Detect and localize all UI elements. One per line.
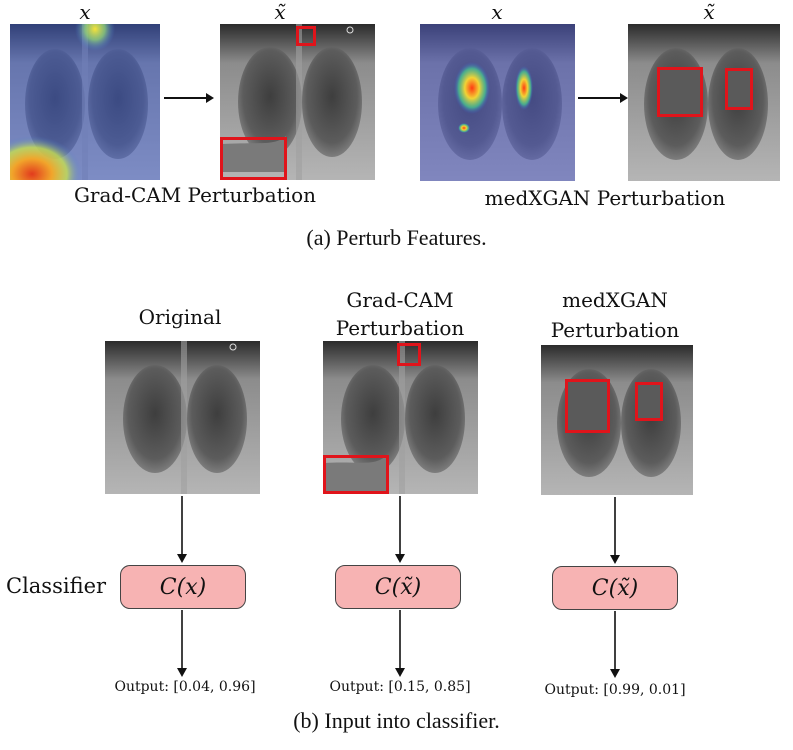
gradcam-perturb-arrow — [164, 93, 214, 103]
original-image — [105, 341, 260, 494]
panel-a-caption: (a) Perturb Features. — [306, 225, 487, 250]
gradcam-input-heatmap-image — [10, 24, 160, 180]
gradcam-perturbation-label: Grad-CAM Perturbation — [73, 183, 317, 207]
medxgan-perturb-arrow — [578, 93, 628, 103]
medxgan-highlight-box-left — [657, 67, 703, 117]
original-title: Original — [138, 305, 222, 329]
medxgan-input-saliency-image — [420, 24, 575, 181]
medxgan-output-text: Output: [0.99, 0.01] — [544, 682, 686, 698]
gradcam-output-arrow — [395, 610, 405, 677]
medxgan-column-box-left — [565, 379, 610, 433]
gradcam-column-box-bottom — [323, 455, 389, 494]
panel-b-caption: (b) Input into classifier. — [293, 708, 500, 733]
classifier-side-label: Classifier — [6, 574, 107, 598]
medxgan-column-title-line1: medXGAN — [562, 288, 668, 312]
gradcam-to-classifier-arrow — [395, 496, 405, 563]
gradcam-column-title-line1: Grad-CAM — [346, 288, 454, 312]
medxgan-output-symbol: x̃ — [703, 0, 715, 24]
gradcam-column-title-line2: Perturbation — [335, 316, 465, 340]
medxgan-column-title-line2: Perturbation — [550, 318, 680, 342]
gradcam-input-symbol: x — [79, 0, 91, 24]
classifier-box-original: C(x) — [120, 565, 246, 609]
gradcam-highlight-box-bottom — [220, 137, 287, 180]
gradcam-column-box-top — [397, 343, 421, 366]
medxgan-column-image — [541, 345, 693, 495]
gradcam-output-text: Output: [0.15, 0.85] — [329, 679, 471, 695]
medxgan-column-box-right — [635, 382, 663, 421]
classifier-box-gradcam: C(x̃) — [335, 565, 461, 609]
classifier-box-medxgan: C(x̃) — [552, 566, 678, 610]
gradcam-perturbed-image — [220, 24, 375, 180]
medxgan-perturbed-image — [628, 24, 780, 181]
medxgan-to-classifier-arrow — [610, 497, 620, 564]
original-output-text: Output: [0.04, 0.96] — [114, 679, 256, 695]
original-output-arrow — [177, 610, 187, 677]
original-to-classifier-arrow — [177, 496, 187, 563]
medxgan-output-arrow — [610, 611, 620, 678]
gradcam-output-symbol: x̃ — [274, 0, 286, 24]
gradcam-highlight-box-top — [296, 26, 316, 46]
medxgan-input-symbol: x — [491, 0, 503, 24]
medxgan-highlight-box-right — [725, 68, 753, 110]
medxgan-perturbation-label: medXGAN Perturbation — [484, 186, 726, 210]
gradcam-column-image — [323, 341, 478, 494]
